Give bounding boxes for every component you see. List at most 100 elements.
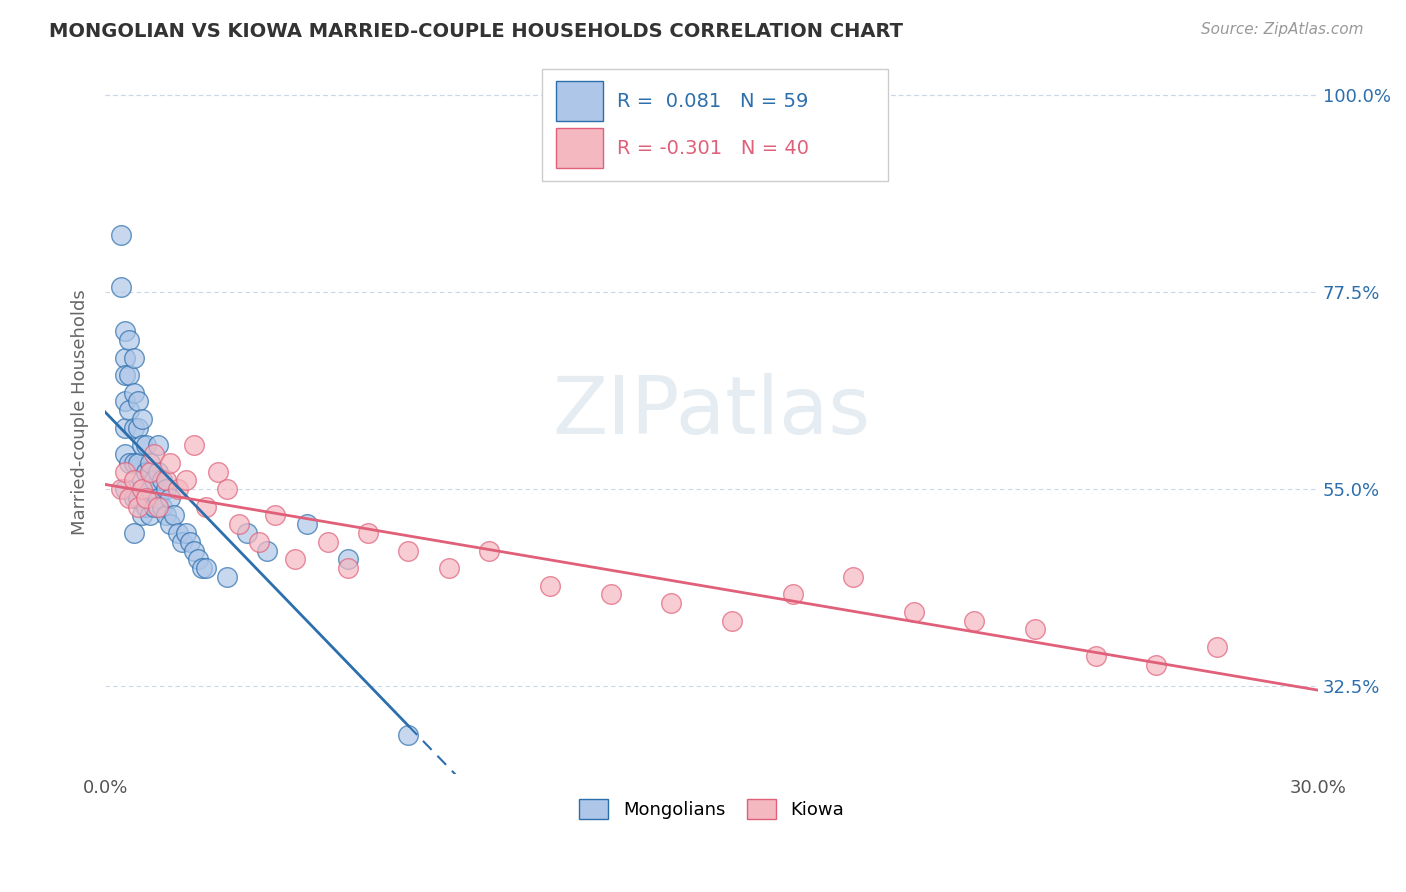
Point [150,474,173,488]
Point [155,482,177,496]
Text: MONGOLIAN VS KIOWA MARRIED-COUPLE HOUSEHOLDS CORRELATION CHART: MONGOLIAN VS KIOWA MARRIED-COUPLE HOUSEH… [49,22,903,41]
Point [155,508,177,523]
Point [131,482,153,496]
Point [174,526,197,541]
Point [122,385,145,400]
Point [122,526,145,541]
Point [195,561,218,575]
Point [114,394,136,409]
Point [142,474,165,488]
Point [179,534,201,549]
Point [118,491,141,505]
Point [122,351,145,365]
Point [146,491,169,505]
Point [174,474,197,488]
Point [215,570,238,584]
Point [110,227,132,242]
Point [159,456,181,470]
Point [336,552,359,566]
Text: R = -0.301   N = 40: R = -0.301 N = 40 [617,139,808,158]
Point [146,438,169,452]
Point [316,534,339,549]
Point [118,403,141,417]
Point [118,456,141,470]
Point [142,500,165,514]
Point [135,500,157,514]
Point [159,491,181,505]
Point [114,421,136,435]
Point [1024,623,1046,637]
Point [256,543,278,558]
Text: R =  0.081   N = 59: R = 0.081 N = 59 [617,92,808,111]
FancyBboxPatch shape [541,69,887,181]
Point [284,552,307,566]
Point [135,438,157,452]
Point [235,526,257,541]
Text: ZIPatlas: ZIPatlas [553,374,870,451]
Point [127,491,149,505]
Point [398,543,420,558]
Point [110,482,132,496]
Point [114,351,136,365]
FancyBboxPatch shape [557,81,603,121]
Point [187,552,209,566]
Point [138,456,160,470]
Point [782,587,804,601]
Point [135,491,157,505]
Point [122,421,145,435]
Point [599,587,621,601]
Point [1144,657,1167,672]
Point [167,526,190,541]
Point [150,500,173,514]
Point [398,728,420,742]
Point [127,421,149,435]
Point [167,482,190,496]
Point [538,578,561,592]
Point [163,508,186,523]
Y-axis label: Married-couple Households: Married-couple Households [72,290,89,535]
Point [659,596,682,610]
Point [155,474,177,488]
Point [297,517,319,532]
Point [138,508,160,523]
Point [195,500,218,514]
Point [903,605,925,619]
Point [127,500,149,514]
Point [122,456,145,470]
Point [142,447,165,461]
Point [114,447,136,461]
Point [842,570,865,584]
Point [963,614,986,628]
Point [170,534,193,549]
Point [138,465,160,479]
Point [183,438,205,452]
Point [1206,640,1229,654]
Point [131,474,153,488]
Point [122,491,145,505]
Point [1084,648,1107,663]
Point [114,368,136,383]
Text: Source: ZipAtlas.com: Source: ZipAtlas.com [1201,22,1364,37]
Point [131,438,153,452]
Point [146,465,169,479]
Point [207,465,229,479]
FancyBboxPatch shape [557,128,603,169]
Point [118,368,141,383]
Point [131,508,153,523]
Point [721,614,744,628]
Point [135,465,157,479]
Point [127,456,149,470]
Point [228,517,250,532]
Point [146,500,169,514]
Point [138,482,160,496]
Point [127,394,149,409]
Point [122,474,145,488]
Point [131,412,153,426]
Point [264,508,287,523]
Point [191,561,214,575]
Point [478,543,501,558]
Point [114,482,136,496]
Point [336,561,359,575]
Point [357,526,380,541]
Point [159,517,181,532]
